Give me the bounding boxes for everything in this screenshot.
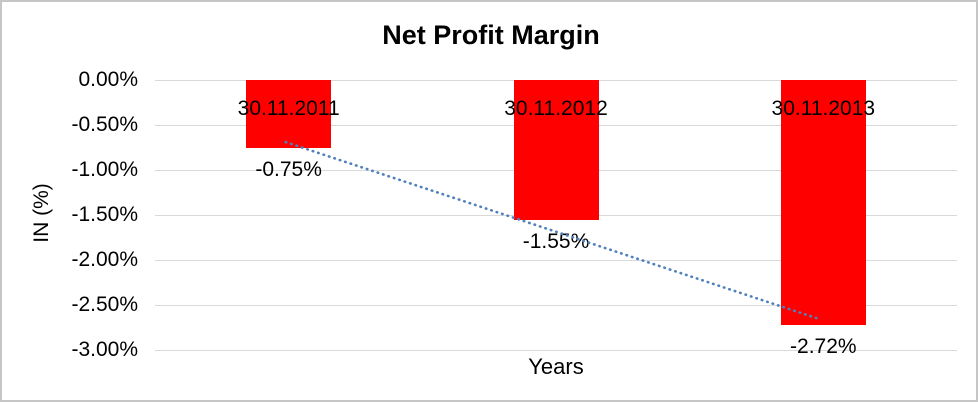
y-tick-label: -3.00% — [71, 338, 138, 361]
category-label: 30.11.2011 — [237, 97, 340, 120]
y-tick-label: 0.00% — [78, 68, 138, 91]
x-axis-title: Years — [528, 354, 584, 379]
y-tick-label: -1.00% — [71, 158, 138, 181]
bar-30.11.2011 — [246, 80, 332, 148]
category-label: 30.11.2013 — [771, 97, 876, 120]
y-tick-label: -2.00% — [71, 248, 138, 271]
value-label: -0.75% — [255, 157, 322, 181]
gridline — [155, 350, 957, 351]
category-label: 30.11.2012 — [504, 97, 608, 120]
chart-title: Net Profit Margin — [382, 20, 600, 50]
value-label: -1.55% — [522, 229, 590, 253]
y-tick-label: -2.50% — [71, 293, 138, 316]
y-tick-label: -0.50% — [71, 113, 138, 136]
value-label: -2.72% — [790, 334, 857, 358]
y-tick-label: -1.50% — [71, 203, 138, 226]
